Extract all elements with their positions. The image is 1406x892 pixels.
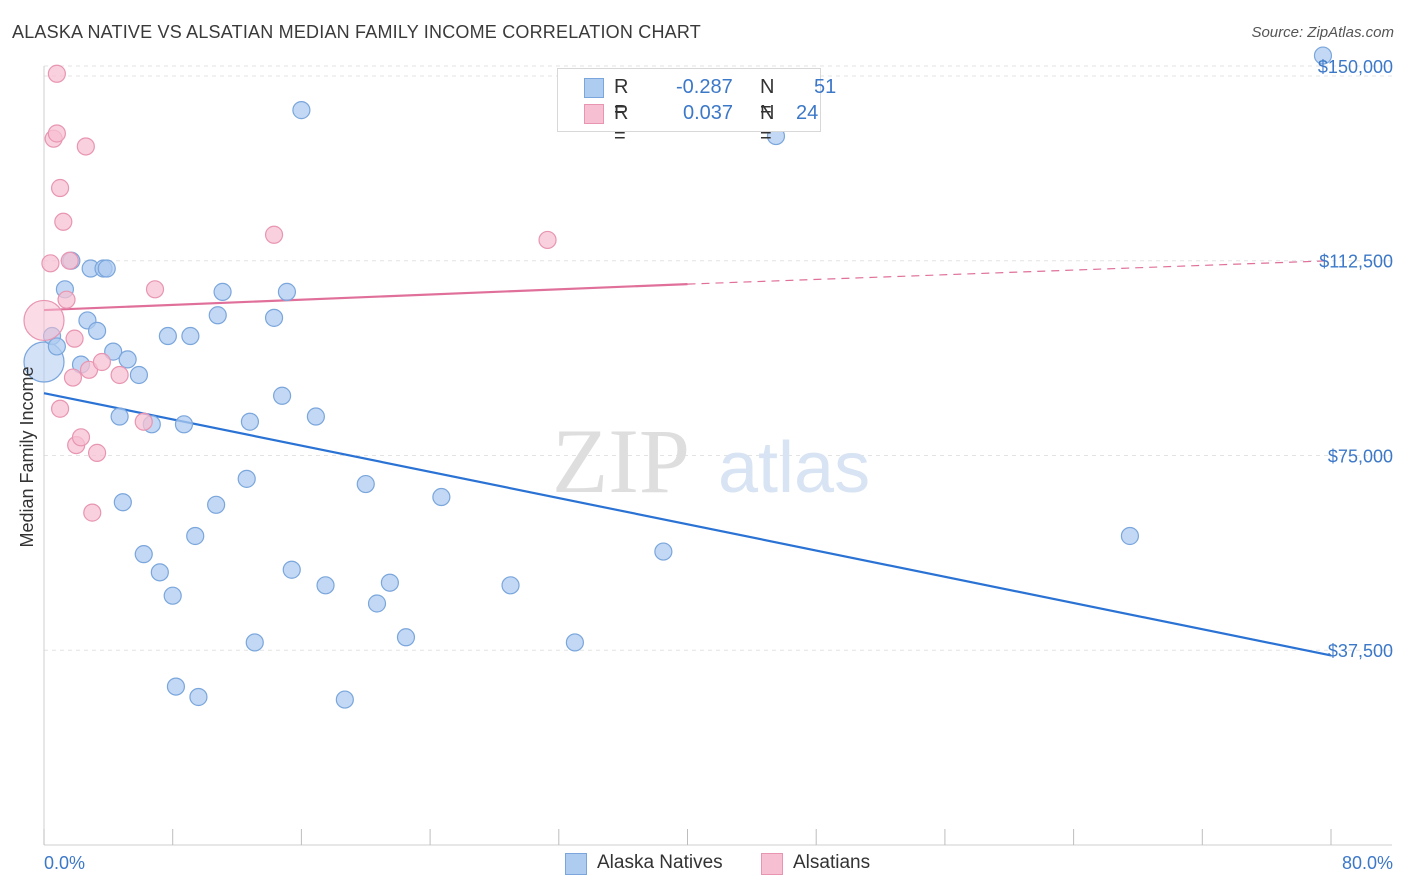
alsatians-point-23 [538,230,557,250]
alsatians-point-10 [63,368,83,387]
alaska-natives-point-34 [277,282,297,301]
watermark-zip: ZIP [552,410,690,512]
trend-lines [43,260,1332,657]
alaska-natives-point-29 [237,469,256,488]
alaska-natives-point-8 [87,321,107,340]
alaska-natives-point-23 [181,326,200,346]
alsatians-point-11 [65,329,84,348]
y-tick-label-0: $37,500 [1328,641,1393,661]
alaska-natives-point-32 [264,308,284,327]
alsatians-point-4 [47,64,66,83]
alaska-natives-point-26 [207,495,226,514]
alsatians-point-16 [83,503,102,522]
alsatians-point-22 [264,225,284,244]
legend-r-label: R = [614,102,629,147]
alsatians-point-20 [134,412,153,431]
alaska-natives-point-22 [174,415,194,434]
alaska-natives-point-2 [47,337,66,356]
bottom-legend-label: Alaska Natives [597,852,723,873]
x-tick-label-min: 0.0% [44,853,85,873]
alaska-natives-point-12 [110,407,129,426]
alsatians-point-13 [71,428,91,447]
alsatians-points [23,64,557,522]
legend-swatch-blue [584,78,604,98]
alsatians-point-1 [41,254,60,273]
y-tick-label-3: $150,000 [1318,57,1393,77]
alsatians-point-3 [47,124,66,143]
alsatians-point-7 [54,212,73,231]
bottom-legend-swatch-pink [761,853,783,875]
alaska-natives-point-39 [335,690,354,709]
y-tick-labels: $37,500 $75,000 $112,500 $150,000 [1318,57,1393,661]
alsatians-point-9 [60,251,79,270]
alaska-natives-point-40 [356,474,375,494]
alsatians-trend-line-extension [687,260,1332,285]
alsatians-point-17 [87,443,107,462]
alaska-natives-point-31 [245,633,264,652]
alaska-natives-point-36 [292,101,311,120]
source-label: Source: ZipAtlas.com [1251,24,1394,41]
y-axis-title: Median Family Income [17,366,37,547]
alsatians-point-19 [110,365,129,385]
alaska-natives-point-43 [396,628,416,647]
chart-title: ALASKA NATIVE VS ALSATIAN MEDIAN FAMILY … [12,22,701,42]
alaska-natives-point-18 [150,563,169,582]
alsatians-point-5 [50,178,70,198]
alaska-natives-point-30 [240,412,260,431]
alaska-natives-point-11 [104,342,123,361]
alaska-natives-point-41 [367,594,387,613]
alaska-natives-point-20 [163,586,182,605]
alsatians-point-21 [145,280,165,299]
legend-n-value: 51 [814,76,837,98]
alaska-natives-point-46 [565,633,584,652]
alaska-natives-point-16 [134,545,153,564]
alaska-natives-points [23,46,1333,709]
alaska-natives-point-33 [272,386,292,405]
alaska-natives-point-42 [380,573,399,592]
alaska-natives-trend-line [43,392,1332,657]
alaska-natives-point-37 [306,407,325,426]
legend-n-label: N = [760,76,775,121]
alaska-natives-point-19 [158,326,177,346]
correlation-legend: R = -0.287 N = 51 R = 0.037 N = 24 [557,68,836,147]
alaska-natives-point-10 [97,259,116,278]
alaska-natives-point-13 [113,493,132,512]
alaska-natives-point-14 [118,350,137,369]
legend-r-value: 0.037 [683,102,734,124]
legend-r-value: -0.287 [676,76,733,98]
axes [43,66,1392,846]
y-tick-label-2: $112,500 [1319,252,1393,272]
alsatians-point-6 [50,399,70,418]
alaska-natives-point-50 [1313,46,1333,65]
legend-n-value: 24 [796,102,819,124]
alsatians-point-0 [23,299,65,342]
alaska-natives-point-35 [282,560,301,579]
alaska-natives-point-44 [432,487,451,507]
x-tick-label-max: 80.0% [1342,853,1393,873]
alsatians-point-14 [76,137,95,156]
alaska-natives-point-25 [189,687,208,707]
alaska-natives-point-45 [501,576,520,595]
y-tick-label-1: $75,000 [1328,446,1393,466]
grid-lines [44,65,1392,651]
alaska-natives-point-28 [213,282,232,301]
alaska-natives-point-47 [654,542,673,561]
alaska-natives-point-38 [316,576,335,595]
alsatians-point-8 [57,290,76,309]
alaska-natives-point-15 [129,365,149,385]
bottom-legend-label: Alsatians [793,852,871,873]
alsatians-point-18 [92,352,112,372]
watermark-atlas: atlas [718,428,870,508]
alsatians-trend-line [43,282,688,312]
legend-n-label: N = [760,102,775,147]
alaska-natives-point-24 [186,526,205,546]
alaska-natives-point-49 [1120,526,1140,546]
legend-swatch-pink [584,104,604,124]
alaska-natives-point-21 [166,677,186,696]
alaska-natives-point-27 [208,306,227,325]
bottom-legend-swatch-blue [565,853,587,875]
legend-r-label: R = [614,76,629,121]
